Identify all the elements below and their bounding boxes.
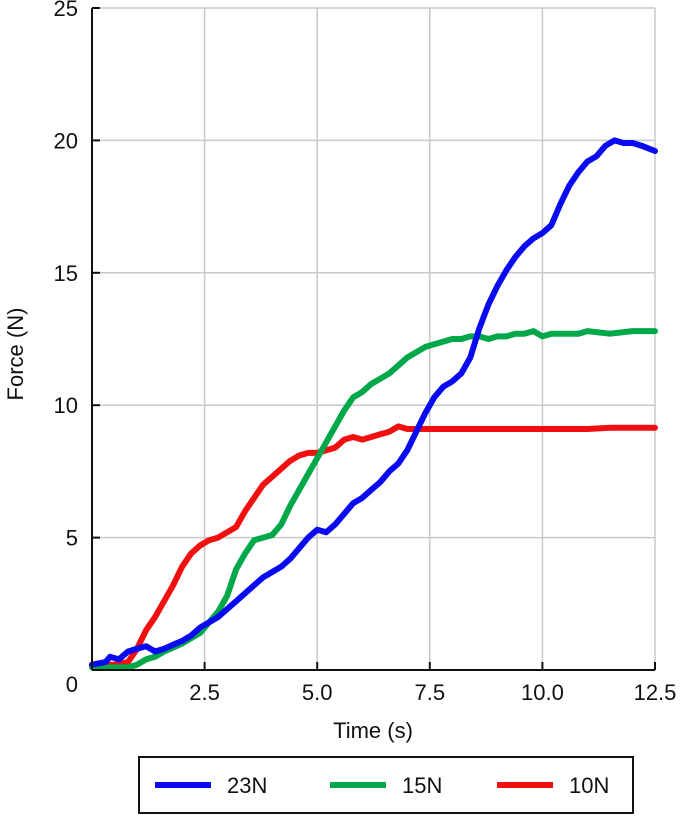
- x-tick-label: 12.5: [634, 680, 677, 705]
- x-tick-label: 5.0: [302, 680, 333, 705]
- x-tick-label: 2.5: [189, 680, 220, 705]
- series-line-23N: [89, 137, 658, 668]
- legend-label-15N: 15N: [402, 773, 442, 798]
- axes: [91, 8, 655, 671]
- legend-label-23N: 23N: [227, 773, 267, 798]
- ticks: 2.5 5.0 7.5 10.0 12.5 0 5 10 15 20 25: [54, 0, 677, 705]
- x-tick-label: 10.0: [521, 680, 564, 705]
- series-lines: [89, 137, 658, 671]
- y-tick-label: 5: [66, 526, 78, 551]
- legend-label-10N: 10N: [569, 773, 609, 798]
- x-axis-title: Time (s): [333, 718, 413, 743]
- y-tick-label: 15: [54, 261, 78, 286]
- series-line-10N: [89, 423, 658, 668]
- series-line-15N: [89, 328, 658, 671]
- x-tick-label: 7.5: [415, 680, 446, 705]
- y-tick-label: 25: [54, 0, 78, 21]
- y-axis-title: Force (N): [3, 308, 28, 401]
- y-tick-label: 10: [54, 393, 78, 418]
- legend: 23N 15N 10N: [138, 756, 634, 814]
- y-tick-label: 0: [66, 672, 78, 697]
- y-tick-label: 20: [54, 128, 78, 153]
- grid: [92, 7, 656, 670]
